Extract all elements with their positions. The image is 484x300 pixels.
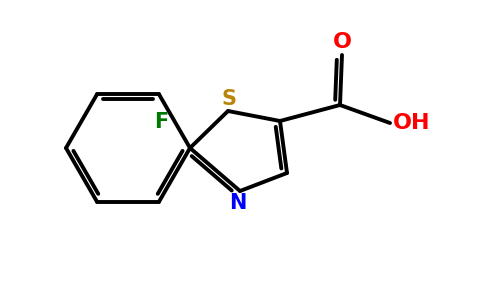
Text: S: S [222, 89, 237, 109]
Text: N: N [229, 193, 247, 213]
Text: O: O [333, 32, 351, 52]
Text: OH: OH [393, 113, 431, 133]
Text: F: F [154, 112, 168, 132]
